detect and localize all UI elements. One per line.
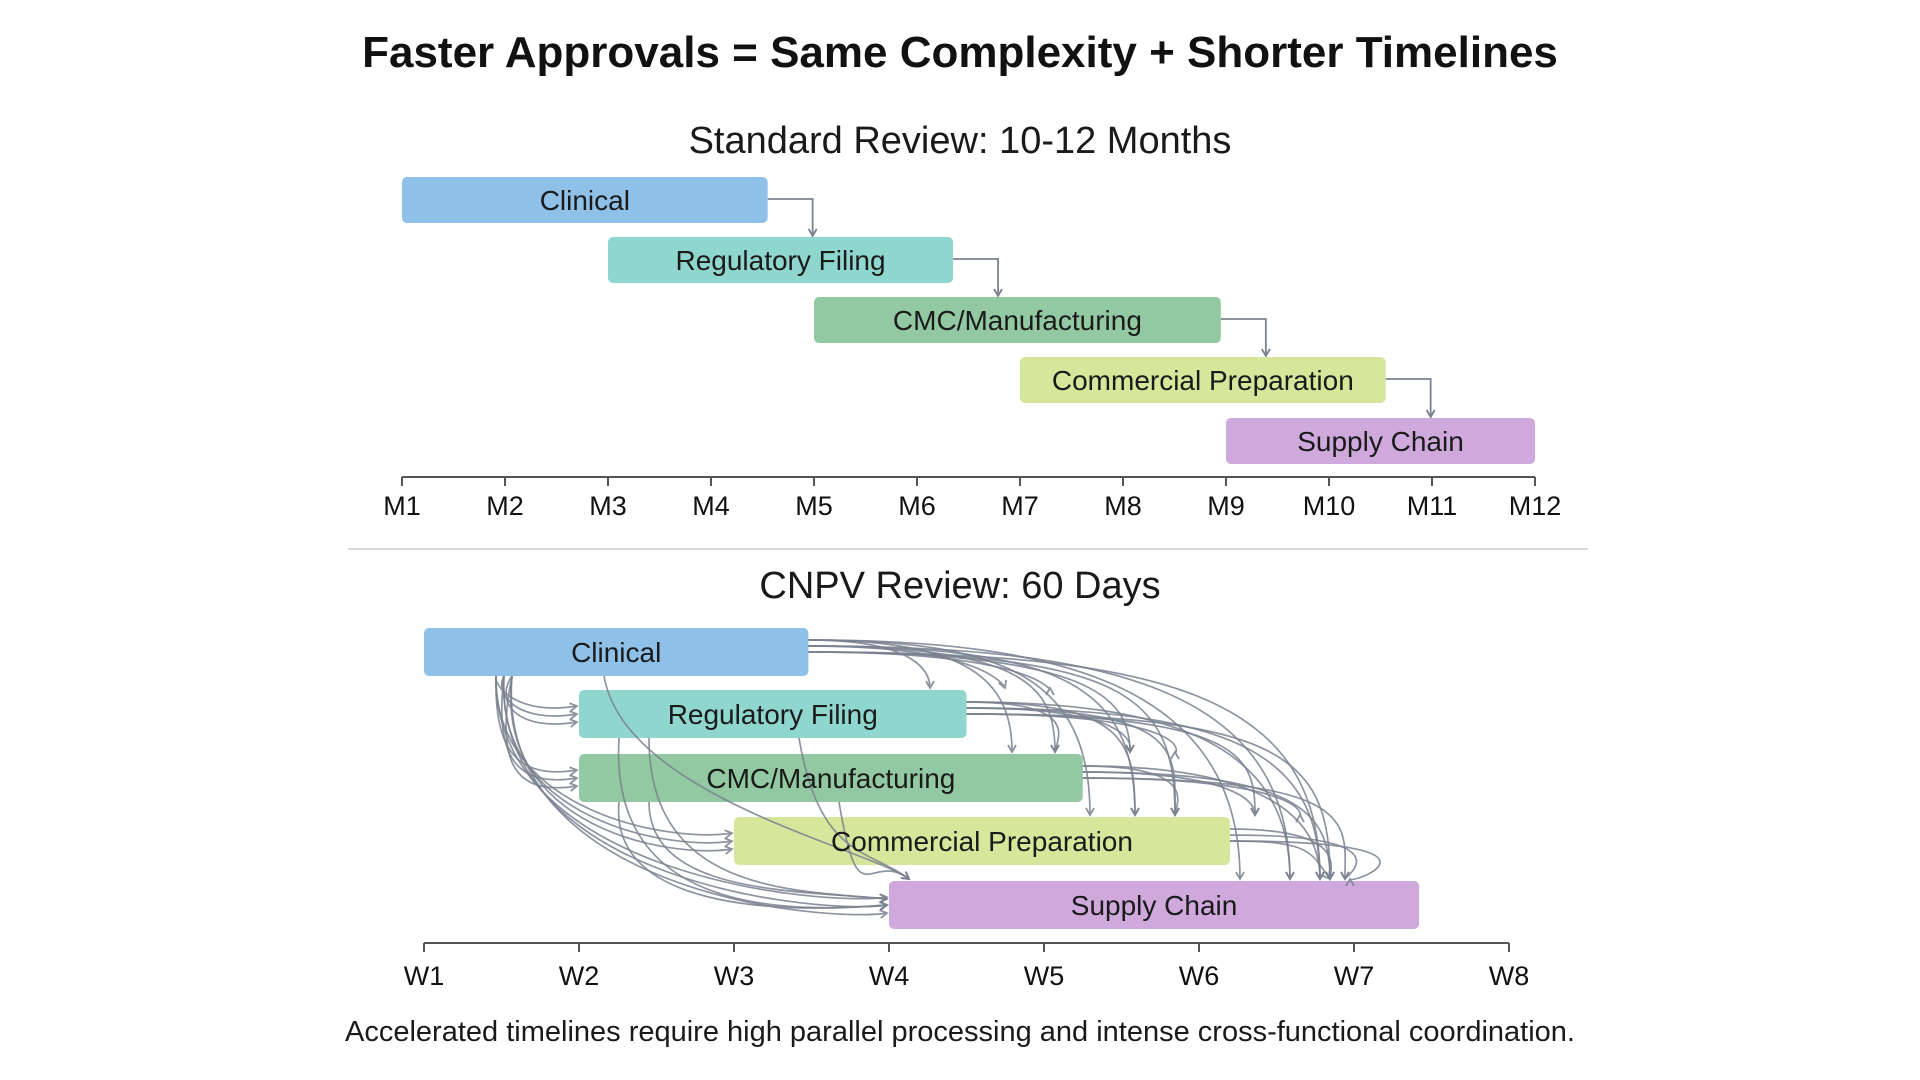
- cnpv-coordination-arrow: [1082, 765, 1180, 817]
- cnpv-coordination-arrow: [1082, 765, 1325, 881]
- cnpv-coordination-arrow: [495, 675, 734, 839]
- cnpv-bar-commercial-preparation: [734, 817, 1230, 865]
- cnpv-coordination-arrow: [1082, 777, 1305, 823]
- cnpv-bar-label: Regulatory Filing: [668, 699, 878, 730]
- cnpv-bar-cmc-manufacturing: [579, 754, 1083, 802]
- cnpv-coordination-arrow: [838, 801, 911, 881]
- cnpv-coordination-arrow: [808, 639, 1245, 881]
- standard-tick-label: M3: [589, 491, 627, 521]
- standard-bar-label: Commercial Preparation: [1052, 365, 1354, 396]
- main-title: Faster Approvals = Same Complexity + Sho…: [362, 28, 1558, 77]
- standard-month-axis: M1 M2 M3 M4 M5 M6 M7 M8 M9 M10 M11 M12: [383, 476, 1562, 521]
- cnpv-coordination-arrow: [500, 675, 579, 784]
- cnpv-tick-label: W4: [869, 961, 910, 991]
- standard-dependency-arrows: [767, 198, 1436, 419]
- cnpv-coordination-arrow: [1229, 840, 1381, 887]
- cnpv-bar-supply-chain: [889, 881, 1420, 929]
- cnpv-coordination-arrow: [505, 675, 579, 792]
- standard-gantt-bars: Clinical Regulatory Filing CMC/Manufacturi…: [402, 177, 1535, 464]
- standard-bar-label: Regulatory Filing: [675, 245, 885, 276]
- cnpv-gantt-bars: [424, 628, 1420, 929]
- cnpv-bar-label: Supply Chain: [1071, 890, 1238, 921]
- cnpv-coordination-arrow: [808, 651, 1325, 881]
- standard-bar-supply-chain: [1226, 418, 1535, 464]
- cnpv-bar-label: Commercial Preparation: [831, 826, 1133, 857]
- cnpv-tick-label: W3: [714, 961, 755, 991]
- cnpv-coordination-arrow: [495, 675, 889, 903]
- standard-bar-label: CMC/Manufacturing: [893, 305, 1142, 336]
- cnpv-tick-label: W8: [1489, 961, 1530, 991]
- standard-tick-label: M8: [1104, 491, 1142, 521]
- standard-section-title: Standard Review: 10-12 Months: [688, 120, 1232, 162]
- standard-bar-commercial-preparation: [1020, 357, 1386, 403]
- cnpv-tick-label: W5: [1024, 961, 1065, 991]
- cnpv-coordination-arrow: [808, 645, 1295, 881]
- cnpv-coordination-arrow: [966, 701, 1060, 754]
- standard-bar-cmc-manufacturing: [814, 297, 1221, 343]
- standard-tick-label: M4: [692, 491, 730, 521]
- cnpv-coordination-arrow: [648, 801, 889, 904]
- standard-tick-label: M9: [1207, 491, 1245, 521]
- standard-tick-label: M5: [795, 491, 833, 521]
- cnpv-bar-label: CMC/Manufacturing: [706, 763, 955, 794]
- cnpv-bar-clinical: [424, 628, 809, 676]
- standard-tick-label: M7: [1001, 491, 1039, 521]
- cnpv-coordination-arrow: [617, 801, 889, 911]
- cnpv-section-title: CNPV Review: 60 Days: [759, 565, 1161, 607]
- standard-tick-label: M2: [486, 491, 524, 521]
- cnpv-coordination-arrow: [1229, 834, 1358, 881]
- standard-tick-label: M10: [1303, 491, 1356, 521]
- standard-dependency-arrow: [953, 258, 1003, 298]
- cnpv-bar-label: Clinical: [571, 637, 661, 668]
- standard-tick-label: M1: [383, 491, 421, 521]
- standard-bar-label: Supply Chain: [1297, 426, 1464, 457]
- cnpv-coordination-arrow: [500, 675, 579, 720]
- standard-bar-regulatory-filing: [608, 237, 954, 283]
- standard-dependency-arrow: [767, 198, 818, 238]
- cnpv-coordination-arrow: [505, 675, 579, 728]
- cnpv-coordination-arrow: [966, 701, 1295, 881]
- cnpv-coordination-arrow: [510, 675, 889, 919]
- cnpv-tick-label: W1: [404, 961, 445, 991]
- standard-tick-label: M6: [898, 491, 936, 521]
- cnpv-coordination-arrow: [495, 675, 579, 776]
- standard-tick-label: M11: [1407, 491, 1458, 521]
- cnpv-coordination-arrow: [966, 707, 1325, 881]
- cnpv-coordination-arrows: [495, 639, 1381, 919]
- cnpv-coordination-arrow: [1082, 777, 1350, 881]
- cnpv-tick-label: W6: [1179, 961, 1220, 991]
- cnpv-bar-regulatory-filing: [579, 690, 967, 738]
- cnpv-tick-label: W2: [559, 961, 600, 991]
- cnpv-week-axis: W1 W2 W3 W4 W5 W6 W7 W8: [404, 942, 1530, 991]
- standard-bar-clinical: [402, 177, 768, 223]
- cnpv-tick-label: W7: [1334, 961, 1375, 991]
- cnpv-coordination-arrow: [1229, 840, 1332, 881]
- standard-tick-label: M12: [1509, 491, 1562, 521]
- section-divider: [348, 548, 1588, 550]
- cnpv-coordination-arrow: [503, 675, 889, 911]
- standard-bar-label: Clinical: [540, 185, 630, 216]
- cnpv-coordination-arrow: [603, 675, 911, 881]
- cnpv-coordination-arrow: [966, 713, 1335, 881]
- caption: Accelerated timelines require high paral…: [345, 1016, 1575, 1048]
- standard-dependency-arrow: [1385, 378, 1436, 419]
- standard-dependency-arrow: [1220, 318, 1271, 358]
